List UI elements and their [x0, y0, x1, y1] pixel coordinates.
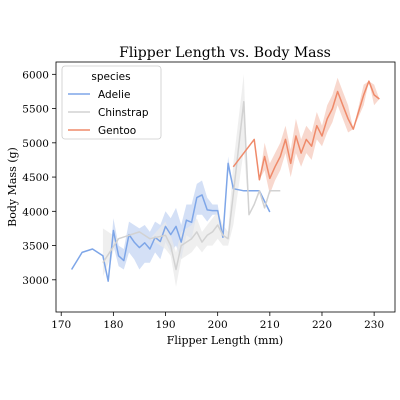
- legend: species Adelie Chinstrap Gentoo: [61, 65, 162, 140]
- series-line-chinstrap: [102, 100, 281, 271]
- x-tick-label: 200: [208, 319, 228, 331]
- x-axis-label: Flipper Length (mm): [167, 334, 283, 347]
- series-line-gentoo: [232, 80, 380, 181]
- legend-label-adelie: Adelie: [98, 89, 130, 101]
- legend-label-chinstrap: Chinstrap: [98, 107, 149, 119]
- series-lines: [70, 80, 380, 282]
- band-chinstrap: [102, 74, 281, 287]
- x-tick-label: 210: [260, 319, 280, 331]
- y-axis-label: Body Mass (g): [6, 147, 19, 227]
- y-tick-label: 5000: [22, 138, 49, 150]
- x-tick-label: 220: [312, 319, 332, 331]
- band-gentoo: [233, 77, 380, 195]
- x-tick-label: 180: [103, 319, 123, 331]
- y-tick-label: 3000: [22, 275, 49, 287]
- y-tick-label: 3500: [22, 241, 49, 253]
- y-tick-label: 5500: [22, 104, 49, 116]
- y-tick-label: 4500: [22, 172, 49, 184]
- x-axis-ticks: 170 180 190 200 210 220 230: [51, 312, 384, 331]
- legend-label-gentoo: Gentoo: [98, 125, 136, 137]
- band-adelie: [71, 156, 270, 282]
- x-tick-label: 170: [51, 319, 71, 331]
- x-tick-label: 190: [155, 319, 175, 331]
- plot-frame: [55, 61, 396, 313]
- series-line-adelie: [70, 162, 271, 282]
- x-tick-label: 230: [364, 319, 384, 331]
- legend-box: [61, 65, 162, 140]
- chart-title: Flipper Length vs. Body Mass: [119, 45, 331, 61]
- y-axis-ticks: 3000 3500 4000 4500 5000 5500 6000: [22, 69, 56, 287]
- legend-title: species: [91, 71, 130, 83]
- y-tick-label: 4000: [22, 206, 49, 218]
- y-tick-label: 6000: [22, 69, 49, 81]
